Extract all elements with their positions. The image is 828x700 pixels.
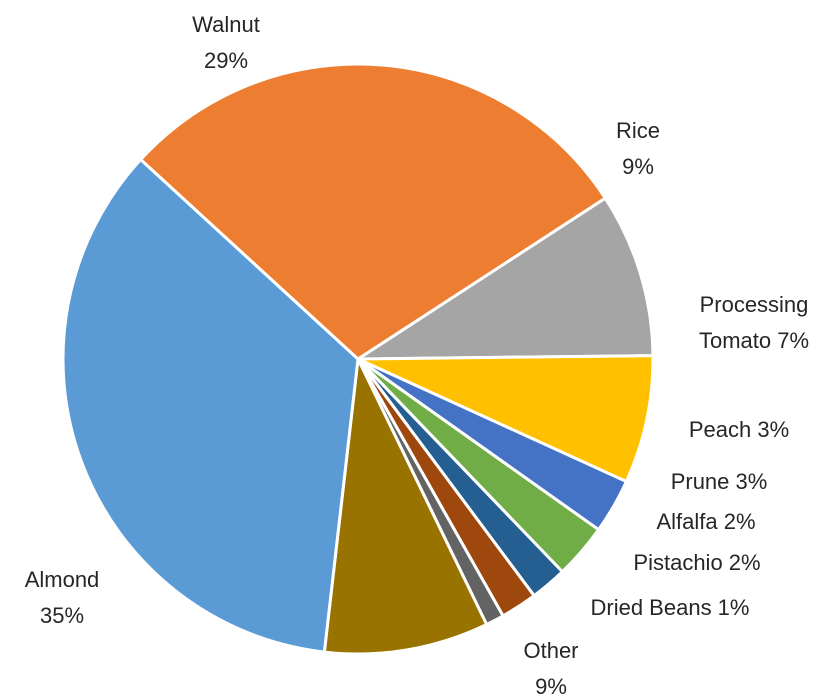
data-label-line: Almond <box>25 567 100 592</box>
data-label-peach: Peach 3% <box>689 417 789 442</box>
pie-slice-almond <box>61 158 360 654</box>
data-label-walnut: Walnut 29% <box>192 12 260 73</box>
data-label-prune: Prune 3% <box>671 469 768 494</box>
data-label-rice: Rice 9% <box>616 118 660 179</box>
data-label-processing-tomato: Processing Tomato 7% <box>699 292 809 353</box>
data-label-line: Dried Beans 1% <box>591 595 750 620</box>
data-label-other: Other 9% <box>523 638 578 699</box>
data-label-line: Processing <box>700 292 809 317</box>
data-label-line: Alfalfa 2% <box>656 509 755 534</box>
data-label-line: 35% <box>40 603 84 628</box>
pie-slice-other <box>322 357 489 656</box>
data-label-line: Prune 3% <box>671 469 768 494</box>
data-label-line: Tomato 7% <box>699 328 809 353</box>
data-label-line: 9% <box>535 674 567 699</box>
pie-labels: Rice 9% Processing Tomato 7% Peach 3% Prune 3… <box>25 12 809 699</box>
data-label-line: Walnut <box>192 12 260 37</box>
data-label-alfalfa: Alfalfa 2% <box>656 509 755 534</box>
pie-slice-rice <box>356 196 655 361</box>
pie-slice-walnut <box>139 62 607 361</box>
data-label-line: Pistachio 2% <box>633 550 760 575</box>
data-label-dried-beans: Dried Beans 1% <box>591 595 750 620</box>
data-label-almond: Almond 35% <box>25 567 100 628</box>
data-label-line: Peach 3% <box>689 417 789 442</box>
data-label-pistachio: Pistachio 2% <box>633 550 760 575</box>
data-label-line: Rice <box>616 118 660 143</box>
data-label-line: Other <box>523 638 578 663</box>
pie-slice-processing-tomato <box>356 354 655 484</box>
data-label-line: 29% <box>204 48 248 73</box>
pie-slices <box>61 62 655 656</box>
data-label-line: 9% <box>622 154 654 179</box>
